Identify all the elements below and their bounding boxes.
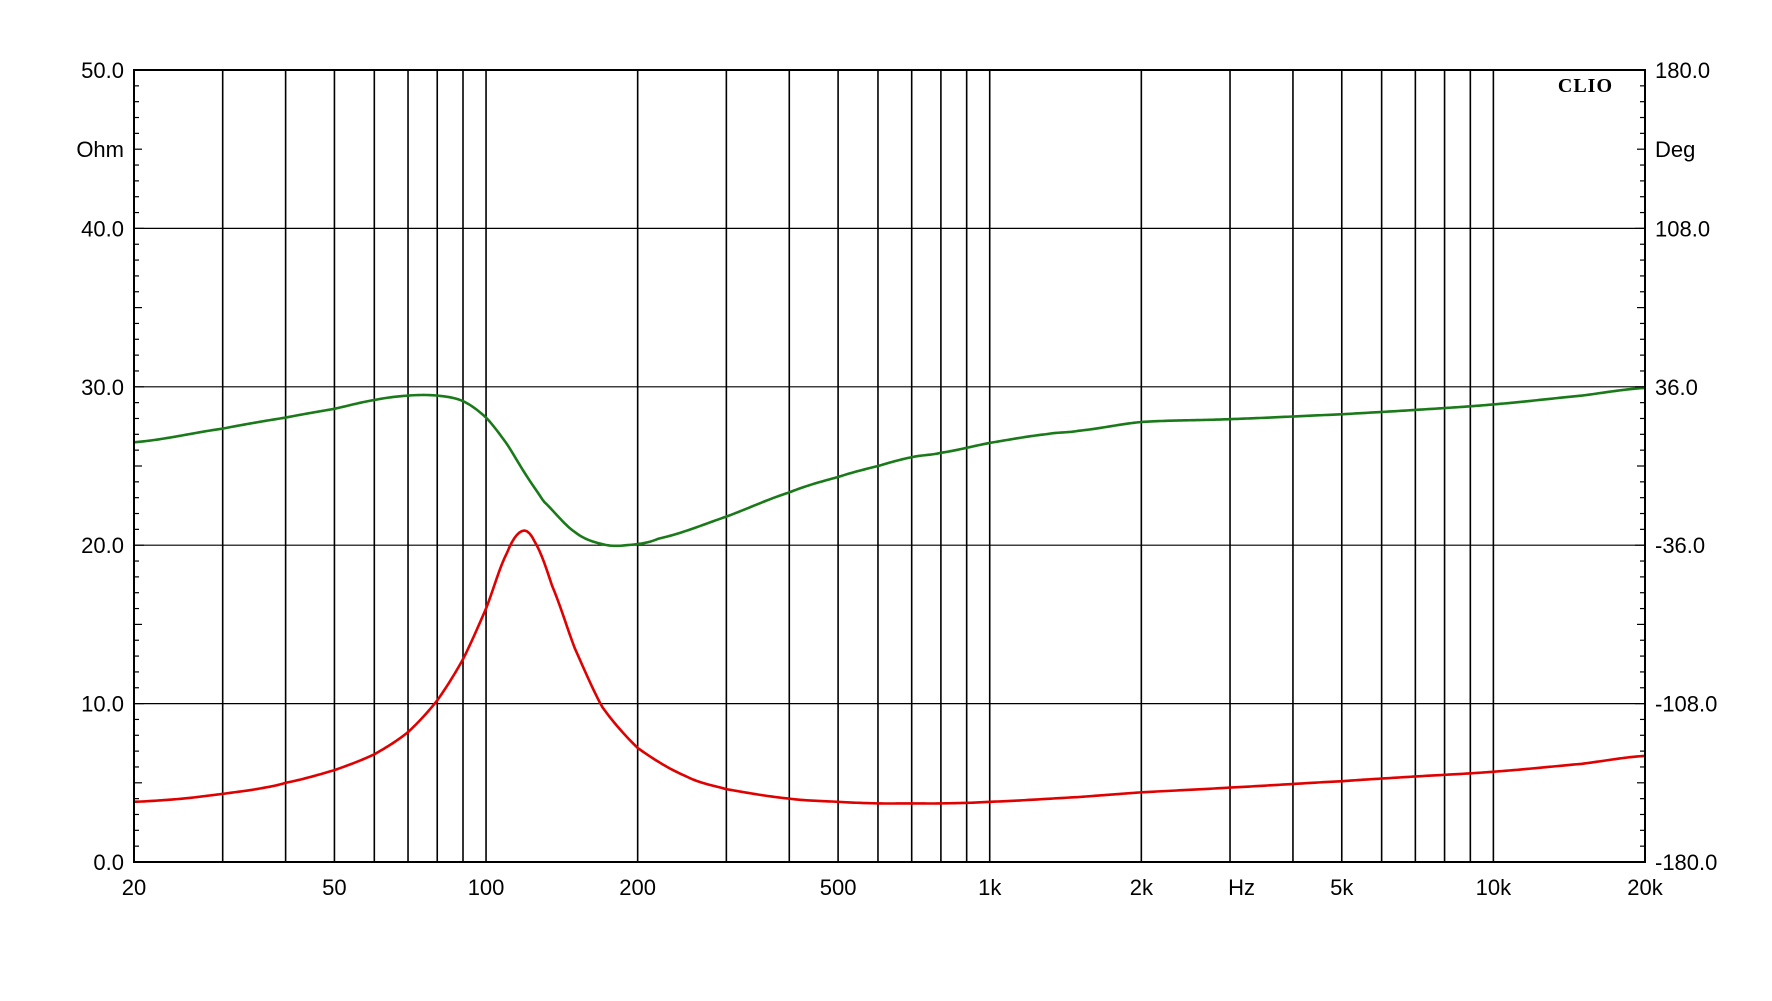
right-tick-label: 180.0 [1655,58,1710,83]
right-tick-label: 108.0 [1655,216,1710,241]
left-tick-label: 40.0 [81,216,124,241]
right-tick-label: -108.0 [1655,692,1717,717]
x-tick-label: 5k [1330,875,1354,900]
series-line-phase [133,386,1646,548]
right-tick-label: 36.0 [1655,375,1698,400]
x-tick-label: 50 [322,875,346,900]
right-tick-label: -180.0 [1655,850,1717,875]
x-axis-label: Hz [1228,875,1255,900]
traces [133,386,1646,805]
right-unit-label: Deg [1655,137,1695,162]
left-tick-label: 10.0 [81,692,124,717]
right-tick-label: -36.0 [1655,533,1705,558]
left-tick-label: 20.0 [81,533,124,558]
x-tick-label: 500 [820,875,857,900]
clio-logo: CLIO [1558,75,1613,97]
x-tick-label: 20k [1627,875,1663,900]
x-tick-label: 1k [978,875,1002,900]
x-tick-label: 10k [1476,875,1512,900]
tick-marks [134,69,1645,863]
left-tick-label: 50.0 [81,58,124,83]
x-tick-label: 100 [468,875,505,900]
x-tick-label: 200 [619,875,656,900]
axis-labels: 0.0 10.0 20.0 30.0 40.0 50.0 -180.0 -108.0 -36.0… [76,58,1717,900]
left-tick-label: 30.0 [81,375,124,400]
left-tick-label: 0.0 [93,850,124,875]
x-tick-label: 20 [122,875,146,900]
series-line-impedance [133,529,1646,805]
x-tick-label: 2k [1130,875,1154,900]
left-unit-label: Ohm [76,137,124,162]
